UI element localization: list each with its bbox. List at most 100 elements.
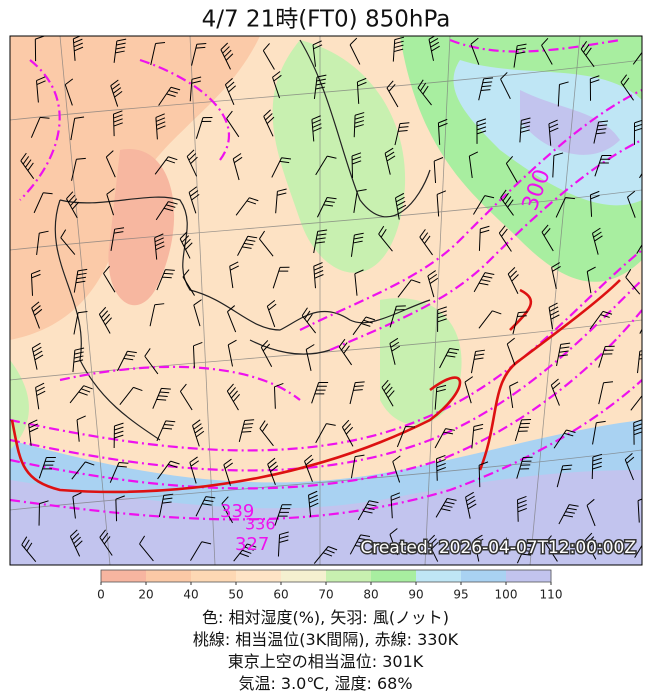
wind-barb <box>464 376 474 404</box>
wind-barb <box>541 37 553 65</box>
wind-barb <box>433 157 444 184</box>
wind-barb <box>625 268 641 295</box>
created-stamp: Created: 2026-04-07T12:00:00Z <box>360 538 636 558</box>
contour-label: 336 <box>245 515 276 534</box>
wind-barb <box>552 152 564 178</box>
wind-barb <box>275 188 287 214</box>
wind-barb <box>338 338 353 366</box>
wind-barb <box>301 307 317 334</box>
wind-barb <box>313 546 338 564</box>
wind-barb <box>591 453 603 480</box>
wind-barb <box>557 81 569 107</box>
wind-barb <box>586 498 596 527</box>
wind-barb <box>272 266 290 289</box>
wind-barb <box>238 419 255 442</box>
wind-barb <box>186 149 198 177</box>
wind-barb <box>436 454 446 481</box>
wind-barb <box>354 269 364 296</box>
wind-barb <box>381 379 395 407</box>
wind-barb <box>188 186 200 214</box>
wind-barb <box>72 347 85 373</box>
wind-barb <box>155 113 166 140</box>
wind-barb <box>189 456 200 484</box>
wind-barb <box>34 36 45 62</box>
wind-barb <box>392 36 405 62</box>
wind-barb <box>620 74 634 101</box>
wind-barb <box>351 152 362 179</box>
wind-barb <box>500 189 514 216</box>
wind-barb <box>110 79 123 107</box>
caption-line: 東京上空の相当温位: 301K <box>227 652 424 671</box>
wind-barb <box>226 305 237 333</box>
wind-barb <box>500 72 511 100</box>
wind-barb <box>266 299 277 328</box>
wind-barb <box>70 116 85 141</box>
wind-barb <box>313 74 327 99</box>
wind-barb <box>220 42 234 70</box>
contour-label: 327 <box>235 534 269 555</box>
wind-barb <box>221 496 234 524</box>
wind-barb <box>476 118 487 144</box>
wind-barb <box>98 306 112 334</box>
wind-barb <box>30 269 41 296</box>
wind-barb <box>179 231 193 259</box>
wind-barb <box>260 340 273 367</box>
wind-barb <box>179 383 193 411</box>
wind-barb <box>434 384 447 410</box>
colorbar-segment <box>506 570 552 582</box>
wind-barb <box>509 381 519 408</box>
wind-barb <box>154 233 165 260</box>
wind-barb <box>38 456 56 479</box>
wind-barb <box>357 500 379 521</box>
wind-barb <box>66 191 80 219</box>
colorbar-segment <box>236 570 282 582</box>
wind-barb <box>106 188 115 216</box>
wind-barb <box>350 232 364 257</box>
wind-barb <box>258 230 274 257</box>
wind-barb <box>541 224 554 252</box>
contour-label: 339 <box>220 501 254 522</box>
wind-barb <box>263 109 275 137</box>
wind-barb <box>156 269 175 291</box>
wind-barb <box>232 153 243 181</box>
wind-barb <box>592 420 606 445</box>
wind-barb <box>154 156 178 175</box>
wind-barb <box>589 75 600 101</box>
wind-barb <box>259 420 274 447</box>
wind-barb <box>584 532 597 560</box>
wind-barb <box>223 458 233 486</box>
map: 4/7 21時(FT0) 850hPa <box>9 7 643 600</box>
wind-barb <box>237 235 258 256</box>
wind-barb <box>637 496 642 523</box>
wind-barb <box>38 500 49 526</box>
wind-barb <box>73 311 88 335</box>
wind-barb <box>195 496 216 517</box>
wind-barb <box>191 42 207 66</box>
colorbar-segment <box>146 570 192 582</box>
wind-barbs <box>20 36 642 564</box>
wind-barb <box>396 425 416 448</box>
wind-barb <box>33 192 53 214</box>
colorbar-segment <box>371 570 417 582</box>
wind-barb <box>112 110 123 137</box>
wind-barb <box>341 419 354 447</box>
colorbar: 0 20 40 50 60 70 80 90 95 100 110 <box>97 569 562 600</box>
wind-barb <box>308 490 319 518</box>
wind-barb <box>514 419 532 442</box>
wind-barb <box>473 272 495 293</box>
wind-barb <box>117 350 137 372</box>
wind-barb <box>155 201 178 221</box>
wind-barb <box>551 262 561 290</box>
wind-barb <box>353 189 367 213</box>
wind-barb <box>273 382 284 409</box>
wind-barb <box>28 419 39 446</box>
wind-barb <box>313 262 324 289</box>
wind-barb <box>419 229 433 256</box>
wind-barb <box>478 461 489 488</box>
wind-barb <box>262 43 275 70</box>
colorbar-segment <box>101 570 147 582</box>
wind-barb <box>513 43 527 68</box>
wind-barb <box>558 504 579 525</box>
wind-barb <box>627 190 636 218</box>
